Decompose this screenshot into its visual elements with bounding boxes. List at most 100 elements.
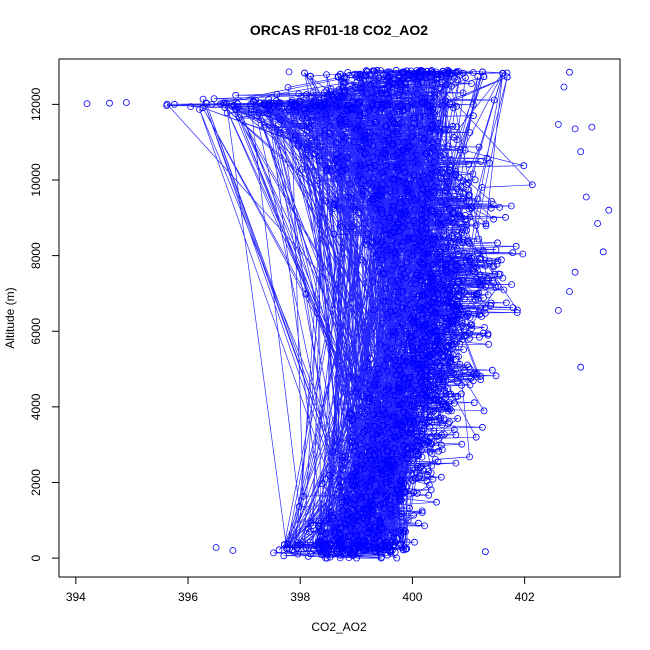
data-point	[395, 228, 403, 236]
data-point	[346, 525, 354, 532]
data-point	[395, 248, 403, 255]
data-point	[392, 371, 400, 379]
data-point	[475, 289, 483, 297]
data-point	[484, 330, 492, 338]
data-point	[448, 232, 456, 240]
data-point	[376, 227, 383, 235]
data-point	[317, 532, 324, 540]
data-point	[416, 264, 424, 272]
data-point	[433, 498, 440, 506]
data-point	[379, 319, 387, 327]
data-point	[324, 91, 332, 99]
data-point	[387, 229, 395, 237]
data-point	[381, 491, 389, 499]
data-point	[381, 138, 388, 146]
data-point	[356, 84, 364, 92]
data-point	[440, 217, 448, 225]
data-point	[469, 170, 477, 178]
data-point	[426, 434, 434, 442]
data-point	[326, 109, 334, 116]
data-point	[273, 90, 281, 98]
data-point	[334, 513, 342, 521]
data-point	[409, 290, 417, 298]
data-point	[454, 226, 462, 234]
data-point	[387, 242, 395, 250]
data-point	[394, 149, 401, 157]
data-point	[347, 194, 355, 202]
data-point	[453, 123, 461, 131]
data-point	[230, 101, 238, 109]
data-point	[457, 374, 465, 382]
data-point	[349, 443, 356, 451]
data-point	[440, 415, 448, 423]
data-point	[369, 436, 377, 444]
data-point	[447, 156, 455, 164]
data-point	[396, 108, 404, 115]
data-point	[460, 295, 468, 303]
data-point	[334, 163, 342, 171]
x-axis-label: CO2_AO2	[311, 620, 367, 634]
data-point	[440, 276, 447, 284]
data-point	[345, 538, 353, 546]
y-tick-label: 6000	[29, 318, 43, 345]
data-point	[452, 171, 460, 179]
data-point	[442, 404, 449, 412]
data-point	[409, 456, 417, 464]
data-point	[327, 85, 335, 93]
data-point	[415, 241, 423, 249]
data-point	[382, 492, 390, 500]
data-point	[442, 244, 450, 252]
data-point	[261, 99, 269, 107]
data-point	[454, 263, 462, 270]
data-point	[412, 390, 420, 398]
data-point	[402, 180, 410, 188]
data-point	[412, 280, 419, 288]
data-point	[383, 367, 391, 375]
x-tick-label: 402	[515, 590, 535, 604]
data-point	[270, 549, 277, 557]
data-point	[372, 543, 379, 551]
data-point	[395, 161, 403, 169]
data-point	[391, 461, 399, 469]
data-point	[409, 352, 417, 360]
data-point	[272, 100, 280, 108]
data-point	[394, 383, 402, 391]
data-point	[367, 526, 375, 534]
data-point	[499, 69, 507, 77]
data-point	[438, 72, 446, 80]
data-point	[390, 291, 398, 299]
data-point	[465, 160, 473, 168]
data-point	[362, 139, 370, 147]
data-point	[340, 161, 348, 169]
data-point	[358, 122, 366, 130]
data-point	[373, 101, 381, 109]
data-point	[394, 164, 402, 171]
data-point	[431, 92, 439, 99]
data-point	[459, 89, 467, 97]
data-point	[509, 249, 517, 257]
data-point	[199, 104, 207, 112]
data-point	[372, 372, 380, 380]
data-point	[480, 407, 488, 415]
data-point	[350, 447, 358, 455]
data-point	[315, 152, 323, 160]
data-point	[359, 520, 367, 527]
data-point	[399, 428, 406, 436]
data-point	[363, 182, 371, 190]
data-point	[393, 238, 401, 246]
y-tick-label: 12000	[29, 87, 43, 121]
data-point	[417, 276, 425, 284]
data-point	[365, 522, 373, 530]
data-point	[372, 489, 380, 497]
data-point	[351, 496, 359, 504]
data-point	[359, 403, 367, 411]
data-point	[437, 441, 445, 449]
data-point	[293, 106, 301, 114]
data-point	[348, 223, 356, 231]
data-point	[376, 108, 384, 116]
data-point	[454, 300, 462, 308]
data-point	[421, 391, 429, 399]
data-point	[421, 338, 429, 346]
data-point	[477, 255, 485, 263]
data-point	[347, 106, 355, 114]
